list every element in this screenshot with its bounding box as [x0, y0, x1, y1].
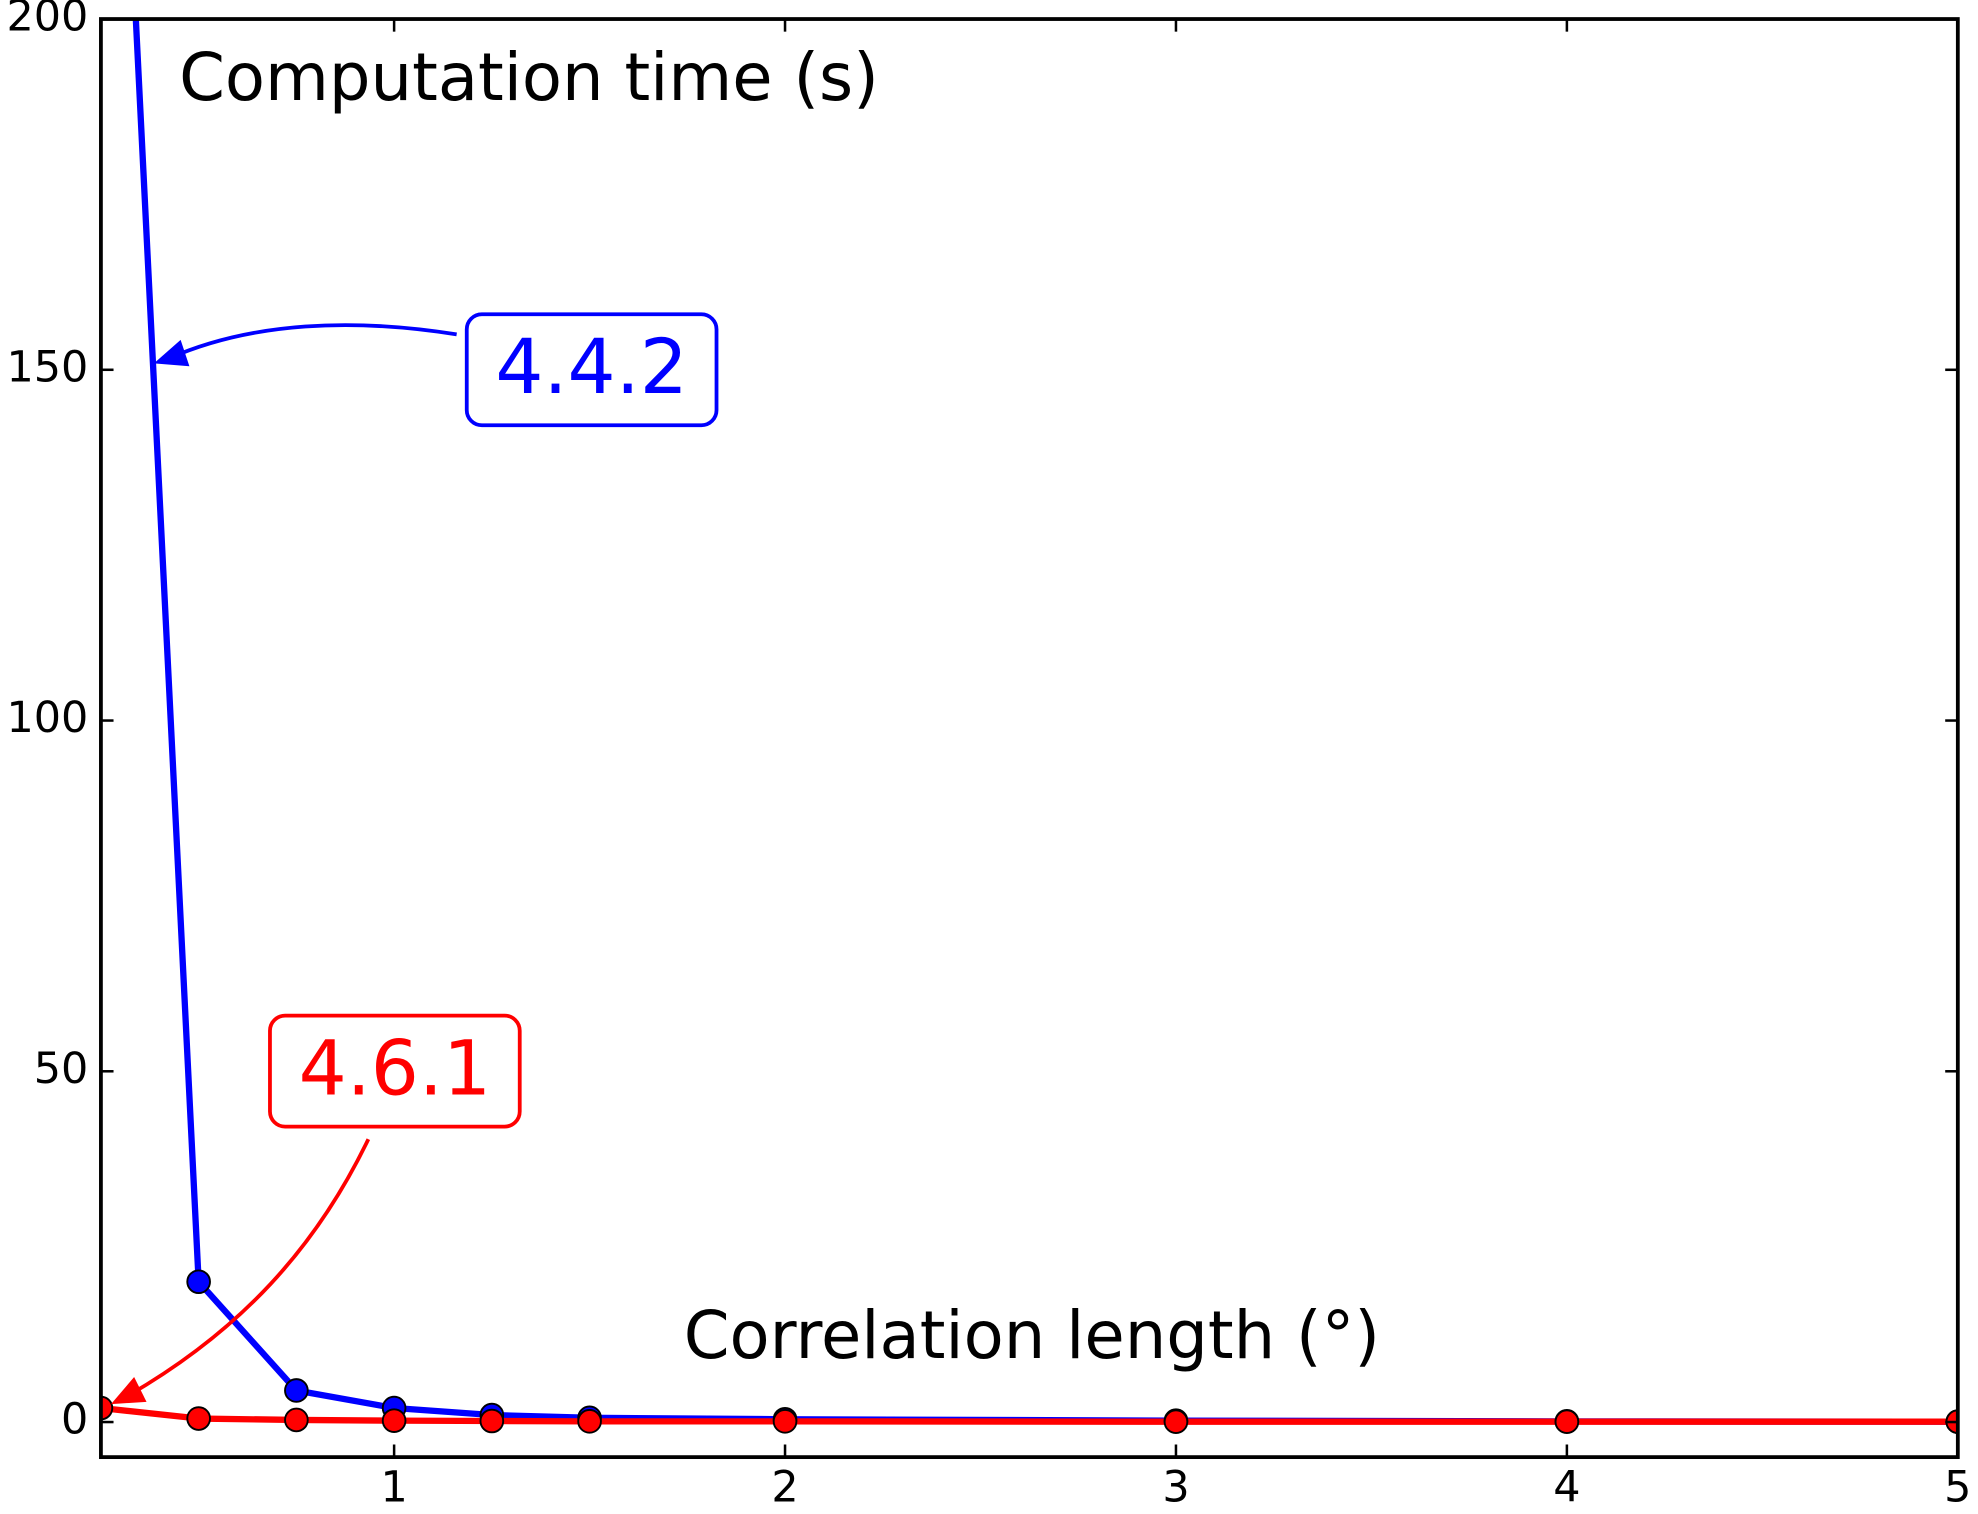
chart-title: Computation time (s) — [179, 40, 879, 116]
annotation-arrow — [168, 323, 457, 361]
legend-label: 4.6.1 — [299, 1025, 492, 1113]
plot-frame — [99, 17, 1960, 1460]
data-point — [284, 1378, 309, 1403]
data-point — [186, 1269, 211, 1295]
data-point — [381, 1408, 407, 1433]
annotation-arrow — [127, 1138, 371, 1397]
data-point — [1554, 1409, 1580, 1434]
plot-area — [100, 19, 1958, 1458]
legend-label: 4.4.2 — [495, 323, 688, 411]
x-tick-label: 5 — [1944, 1462, 1971, 1512]
y-tick-label: 200 — [6, 0, 88, 42]
data-point — [100, 1395, 114, 1421]
data-point — [284, 1407, 309, 1433]
y-tick-label: 150 — [6, 342, 88, 392]
legend-box — [464, 312, 719, 428]
x-tick-label: 1 — [380, 1462, 407, 1512]
data-point — [772, 1409, 798, 1434]
data-point — [186, 1406, 211, 1431]
x-tick-label: 2 — [771, 1462, 798, 1512]
plot-marks — [100, 19, 1958, 1434]
data-point — [479, 1408, 505, 1434]
legend-box — [268, 1013, 522, 1129]
annotation-arrowhead — [153, 339, 190, 367]
x-tick-label: 3 — [1162, 1462, 1189, 1512]
annotation-arrowhead — [111, 1377, 147, 1405]
y-tick-label: 100 — [6, 693, 88, 743]
x-axis-label: Correlation length (°) — [684, 1298, 1380, 1374]
y-tick-label: 0 — [61, 1395, 88, 1445]
data-point — [577, 1409, 602, 1434]
x-tick-label: 4 — [1553, 1462, 1580, 1512]
y-tick-label: 50 — [34, 1044, 89, 1094]
series-line — [100, 1404, 1958, 1425]
data-point — [1163, 1409, 1189, 1434]
